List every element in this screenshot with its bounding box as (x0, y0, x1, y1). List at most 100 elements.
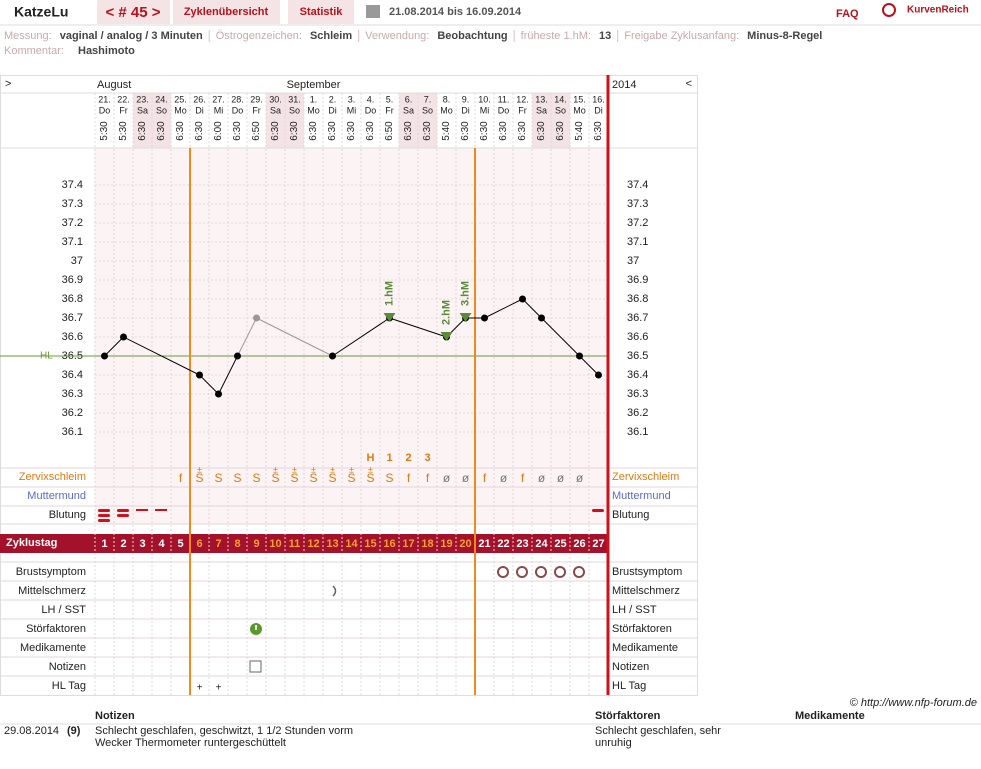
y-tick-label: 36.9 (627, 274, 648, 286)
date: 6. (405, 94, 413, 104)
date: 7. (424, 94, 432, 104)
time: 6:30 (194, 121, 205, 141)
cycle-day: 21 (478, 538, 490, 550)
print-icon[interactable] (366, 5, 380, 18)
y-tick-label: 37.3 (62, 198, 83, 210)
weekday: Mo (307, 105, 320, 115)
entry-date: 29.08.2014 (4, 725, 59, 737)
temp-point (120, 333, 127, 341)
y-tick-label: 36.1 (62, 426, 83, 438)
row-label: Zervixschleim (19, 471, 86, 483)
pain-icon (332, 585, 337, 597)
logo[interactable]: KurvenReich (907, 5, 969, 16)
tab-label[interactable]: Statistik (300, 6, 344, 18)
y-tick-label: 36.5 (627, 350, 648, 362)
y-tick-label: 37.4 (627, 179, 648, 191)
time: 6:30 (536, 121, 547, 141)
temp-segment (541, 317, 580, 357)
weekday: So (289, 105, 300, 115)
nav-box[interactable] (97, 0, 170, 24)
cycle-day: 24 (535, 538, 548, 550)
cycle-day: 18 (421, 538, 433, 550)
breast-icons (497, 566, 585, 578)
row-label: Notizen (49, 661, 86, 673)
cycle-nav[interactable]: < # 45 > (105, 4, 160, 21)
cycle-day: 25 (554, 538, 566, 550)
time: 6:30 (232, 121, 243, 141)
weekday: Do (99, 105, 111, 115)
weekday: Mi (214, 105, 224, 115)
cervix-super: ± (330, 464, 335, 474)
row-label: Zervixschleim (612, 471, 679, 483)
date: 2. (329, 94, 337, 104)
cervix-mark: ø (443, 471, 451, 485)
cycle-day: 27 (592, 538, 604, 550)
cycle-day: 7 (215, 538, 221, 550)
bleeding-icon (136, 509, 148, 511)
row-label: Brustsymptom (16, 566, 86, 578)
date: 30. (269, 94, 282, 104)
note-icon[interactable] (249, 660, 262, 673)
time: 6:30 (270, 121, 281, 141)
breast-icon (516, 566, 528, 578)
date: 10. (478, 94, 491, 104)
cycle-day: 17 (402, 538, 414, 550)
weekday: Fr (518, 105, 527, 115)
tab-label[interactable]: Zyklenübersicht (184, 6, 269, 18)
nav-right: < (686, 78, 692, 90)
temp-point (101, 352, 108, 360)
bleeding-icon (98, 509, 110, 512)
cervix-mark: S (328, 471, 336, 485)
time: 6:00 (213, 121, 224, 141)
cycle-day: 6 (196, 538, 202, 550)
date: 9. (462, 94, 470, 104)
weekday: Di (195, 105, 204, 115)
cycle-day: 10 (269, 538, 281, 550)
info-label: Verwendung: (365, 30, 429, 42)
row-label: Notizen (612, 661, 649, 673)
peak-mark: 3 (424, 452, 430, 464)
temp-segment (522, 298, 542, 319)
date: 5. (386, 94, 394, 104)
weekend-bg (551, 93, 570, 148)
tab[interactable] (173, 0, 280, 24)
temp-point (576, 352, 583, 360)
cycle-day: 4 (158, 538, 165, 550)
date: 16. (592, 94, 605, 104)
peak-mark: 1 (386, 452, 392, 464)
bleeding-icon (98, 519, 110, 522)
cover-label: HL (40, 351, 53, 362)
breast-icon (554, 566, 566, 578)
row-label: Medikamente (612, 642, 678, 654)
time: 6:30 (175, 121, 186, 141)
nav-left: > (5, 78, 11, 90)
y-tick-label: 36.3 (627, 388, 648, 400)
time: 6:30 (289, 121, 300, 141)
comment: Hashimoto (78, 45, 135, 57)
info-bar: Messung: vaginal / analog / 3 Minuten Östr… (4, 30, 822, 42)
weekend-bg (532, 93, 551, 148)
breast-icon (573, 566, 585, 578)
info-value: 13 (599, 30, 611, 42)
row-label: Muttermund (612, 490, 671, 502)
temp-point (234, 352, 241, 360)
peak-mark: 2 (405, 452, 411, 464)
weekday: Fr (385, 105, 394, 115)
date: 29. (250, 94, 263, 104)
date: 15. (573, 94, 586, 104)
weekday: Fr (119, 105, 128, 115)
cycle-day: 20 (459, 538, 471, 550)
cervix-mark: S (233, 471, 241, 485)
cervix-super: ± (292, 464, 297, 474)
hl-mark: + (197, 683, 203, 694)
weekday: Mo (440, 105, 453, 115)
cervix-super: ± (349, 464, 354, 474)
tab[interactable] (288, 0, 354, 24)
time: 6:30 (346, 121, 357, 141)
date: 14. (554, 94, 567, 104)
cycle-day: 23 (516, 538, 528, 550)
separator (358, 30, 360, 42)
row-label: Blutung (49, 509, 86, 521)
faq-link[interactable]: FAQ (836, 8, 859, 20)
